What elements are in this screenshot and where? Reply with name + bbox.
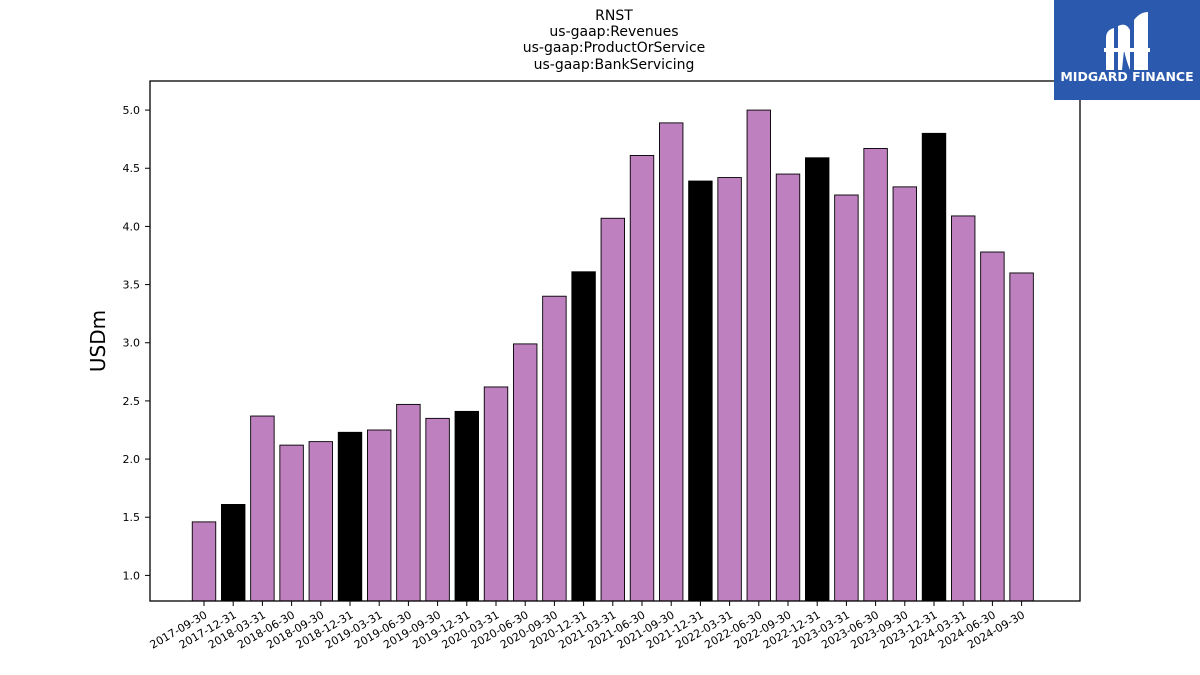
bar-2022-09-30 bbox=[775, 173, 801, 602]
bar-2024-09-30 bbox=[1009, 272, 1034, 602]
chart-title-line-3: us-gaap:ProductOrService bbox=[523, 40, 706, 56]
y-tick-label-5.0: 5.0 bbox=[123, 104, 141, 117]
y-tick-label-3.5: 3.5 bbox=[123, 279, 141, 292]
midgard-logo-icon bbox=[1104, 12, 1150, 71]
chart-title: RNST us-gaap:Revenues us-gaap:ProductOrS… bbox=[523, 8, 706, 73]
bar-2023-06-30 bbox=[863, 148, 888, 602]
y-axis-label: USDm bbox=[86, 310, 110, 372]
y-tick-label-1.0: 1.0 bbox=[123, 569, 141, 582]
logo-text: MIDGARD FINANCE bbox=[1060, 69, 1193, 84]
bar-2023-09-30 bbox=[892, 186, 917, 602]
bar-2017-09-30 bbox=[191, 521, 217, 602]
bar-2022-03-31 bbox=[717, 177, 742, 602]
bar-2017-12-31 bbox=[220, 504, 246, 602]
bar-2020-09-30 bbox=[542, 295, 567, 602]
bar-2020-06-30 bbox=[513, 343, 538, 602]
y-axis: 1.0 1.5 2.0 2.5 3.0 3.5 4.0 4.5 5.0 bbox=[123, 104, 150, 582]
bar-2019-12-31 bbox=[454, 410, 479, 602]
bar-2021-09-30 bbox=[659, 122, 684, 602]
bar-2023-12-31 bbox=[921, 132, 947, 602]
y-tick-label-4.5: 4.5 bbox=[123, 162, 141, 175]
bar-2020-03-31 bbox=[483, 386, 509, 602]
y-tick-label-3.0: 3.0 bbox=[123, 337, 141, 350]
midgard-logo: MIDGARD FINANCE bbox=[1054, 0, 1200, 100]
bar-2018-12-31 bbox=[337, 431, 363, 602]
bar-2023-03-31 bbox=[834, 194, 859, 602]
bar-2018-03-31 bbox=[250, 415, 275, 602]
bar-2020-12-31 bbox=[571, 271, 596, 602]
bar-2018-09-30 bbox=[308, 441, 333, 602]
chart-title-line-4: us-gaap:BankServicing bbox=[534, 57, 695, 73]
y-tick-label-2.5: 2.5 bbox=[123, 395, 141, 408]
bar-series bbox=[191, 109, 1034, 602]
bar-2024-06-30 bbox=[980, 251, 1005, 602]
bar-2021-12-31 bbox=[688, 180, 713, 602]
x-axis: 2017-09-302017-12-312018-03-312018-06-30… bbox=[148, 601, 1027, 652]
plot-area-frame bbox=[149, 80, 1081, 602]
y-tick-label-1.5: 1.5 bbox=[123, 511, 141, 524]
chart-title-line-1: RNST bbox=[595, 8, 633, 24]
bar-2019-03-31 bbox=[367, 429, 392, 602]
chart-title-line-2: us-gaap:Revenues bbox=[549, 24, 678, 40]
bar-2019-09-30 bbox=[425, 417, 450, 602]
bar-2019-06-30 bbox=[396, 403, 421, 602]
bar-2022-12-31 bbox=[805, 157, 830, 602]
bar-2022-06-30 bbox=[746, 109, 771, 602]
bar-2021-03-31 bbox=[600, 217, 625, 602]
bar-2018-06-30 bbox=[279, 444, 304, 602]
y-tick-label-4.0: 4.0 bbox=[123, 220, 141, 233]
bar-2024-03-31 bbox=[951, 215, 976, 602]
bar-2021-06-30 bbox=[629, 154, 655, 602]
y-tick-label-2.0: 2.0 bbox=[123, 453, 141, 466]
